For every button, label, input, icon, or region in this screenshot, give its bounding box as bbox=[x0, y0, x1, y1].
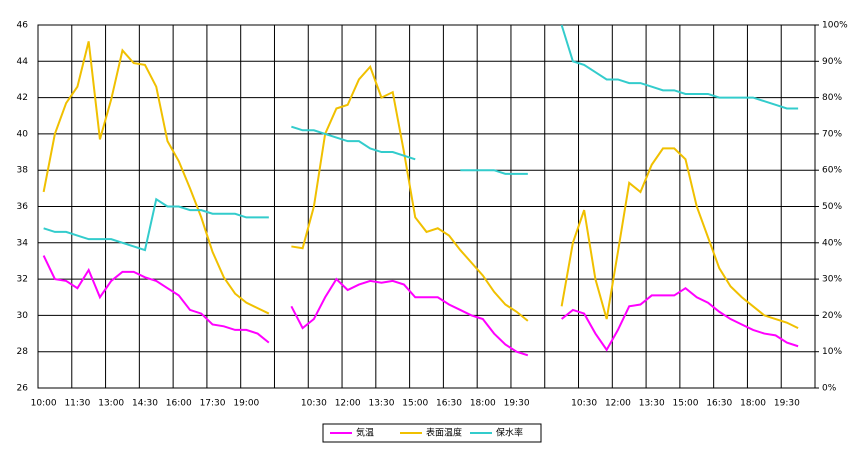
legend-label: 気温 bbox=[356, 427, 374, 439]
x-tick-label: 18:00 bbox=[470, 399, 496, 409]
x-tick-label: 19:00 bbox=[233, 399, 259, 409]
y-tick-label: 32 bbox=[17, 275, 28, 285]
legend-label: 表面温度 bbox=[426, 427, 462, 439]
x-tick-label: 16:00 bbox=[166, 399, 192, 409]
y-tick-label: 36 bbox=[17, 202, 29, 212]
series-line bbox=[42, 255, 799, 357]
x-tick-label: 19:30 bbox=[774, 399, 800, 409]
legend-label: 保水率 bbox=[496, 427, 523, 439]
y-tick-label: 26 bbox=[17, 384, 29, 394]
y2-tick-label: 30% bbox=[822, 275, 842, 285]
y-tick-label: 34 bbox=[17, 238, 29, 248]
y2-tick-label: 100% bbox=[822, 21, 848, 31]
x-tick-label: 18:00 bbox=[740, 399, 766, 409]
y2-tick-label: 60% bbox=[822, 166, 842, 176]
x-tick-label: 12:00 bbox=[335, 399, 361, 409]
y-tick-label: 30 bbox=[17, 311, 29, 321]
plot-border bbox=[37, 24, 816, 389]
x-tick-label: 16:30 bbox=[436, 399, 462, 409]
x-tick-label: 15:00 bbox=[402, 399, 428, 409]
y-tick-label: 44 bbox=[17, 57, 29, 67]
x-tick-label: 17:30 bbox=[200, 399, 226, 409]
y-tick-label: 28 bbox=[17, 347, 29, 357]
x-tick-label: 13:00 bbox=[98, 399, 124, 409]
y2-tick-label: 80% bbox=[822, 93, 842, 103]
y2-tick-label: 20% bbox=[822, 311, 842, 321]
y2-tick-label: 50% bbox=[822, 202, 842, 212]
x-tick-label: 15:00 bbox=[673, 399, 699, 409]
x-tick-label: 10:30 bbox=[571, 399, 597, 409]
x-tick-label: 11:30 bbox=[64, 399, 90, 409]
y2-tick-label: 40% bbox=[822, 238, 842, 248]
x-tick-label: 12:00 bbox=[605, 399, 631, 409]
y2-tick-label: 70% bbox=[822, 129, 842, 139]
series-line bbox=[43, 24, 799, 252]
y2-tick-label: 0% bbox=[822, 384, 837, 394]
x-tick-label: 10:30 bbox=[301, 399, 327, 409]
series-line bbox=[42, 41, 799, 330]
legend-box bbox=[322, 423, 542, 443]
y-tick-label: 40 bbox=[17, 129, 29, 139]
y-tick-label: 42 bbox=[17, 93, 28, 103]
x-tick-label: 13:30 bbox=[368, 399, 394, 409]
x-tick-label: 10:00 bbox=[31, 399, 57, 409]
x-tick-label: 14:30 bbox=[132, 399, 158, 409]
y-tick-label: 38 bbox=[17, 166, 29, 176]
y2-tick-label: 10% bbox=[822, 347, 842, 357]
y2-tick-label: 90% bbox=[822, 57, 842, 67]
x-tick-label: 13:30 bbox=[639, 399, 665, 409]
y-tick-label: 46 bbox=[17, 21, 29, 31]
x-tick-label: 16:30 bbox=[706, 399, 732, 409]
x-tick-label: 19:30 bbox=[504, 399, 530, 409]
